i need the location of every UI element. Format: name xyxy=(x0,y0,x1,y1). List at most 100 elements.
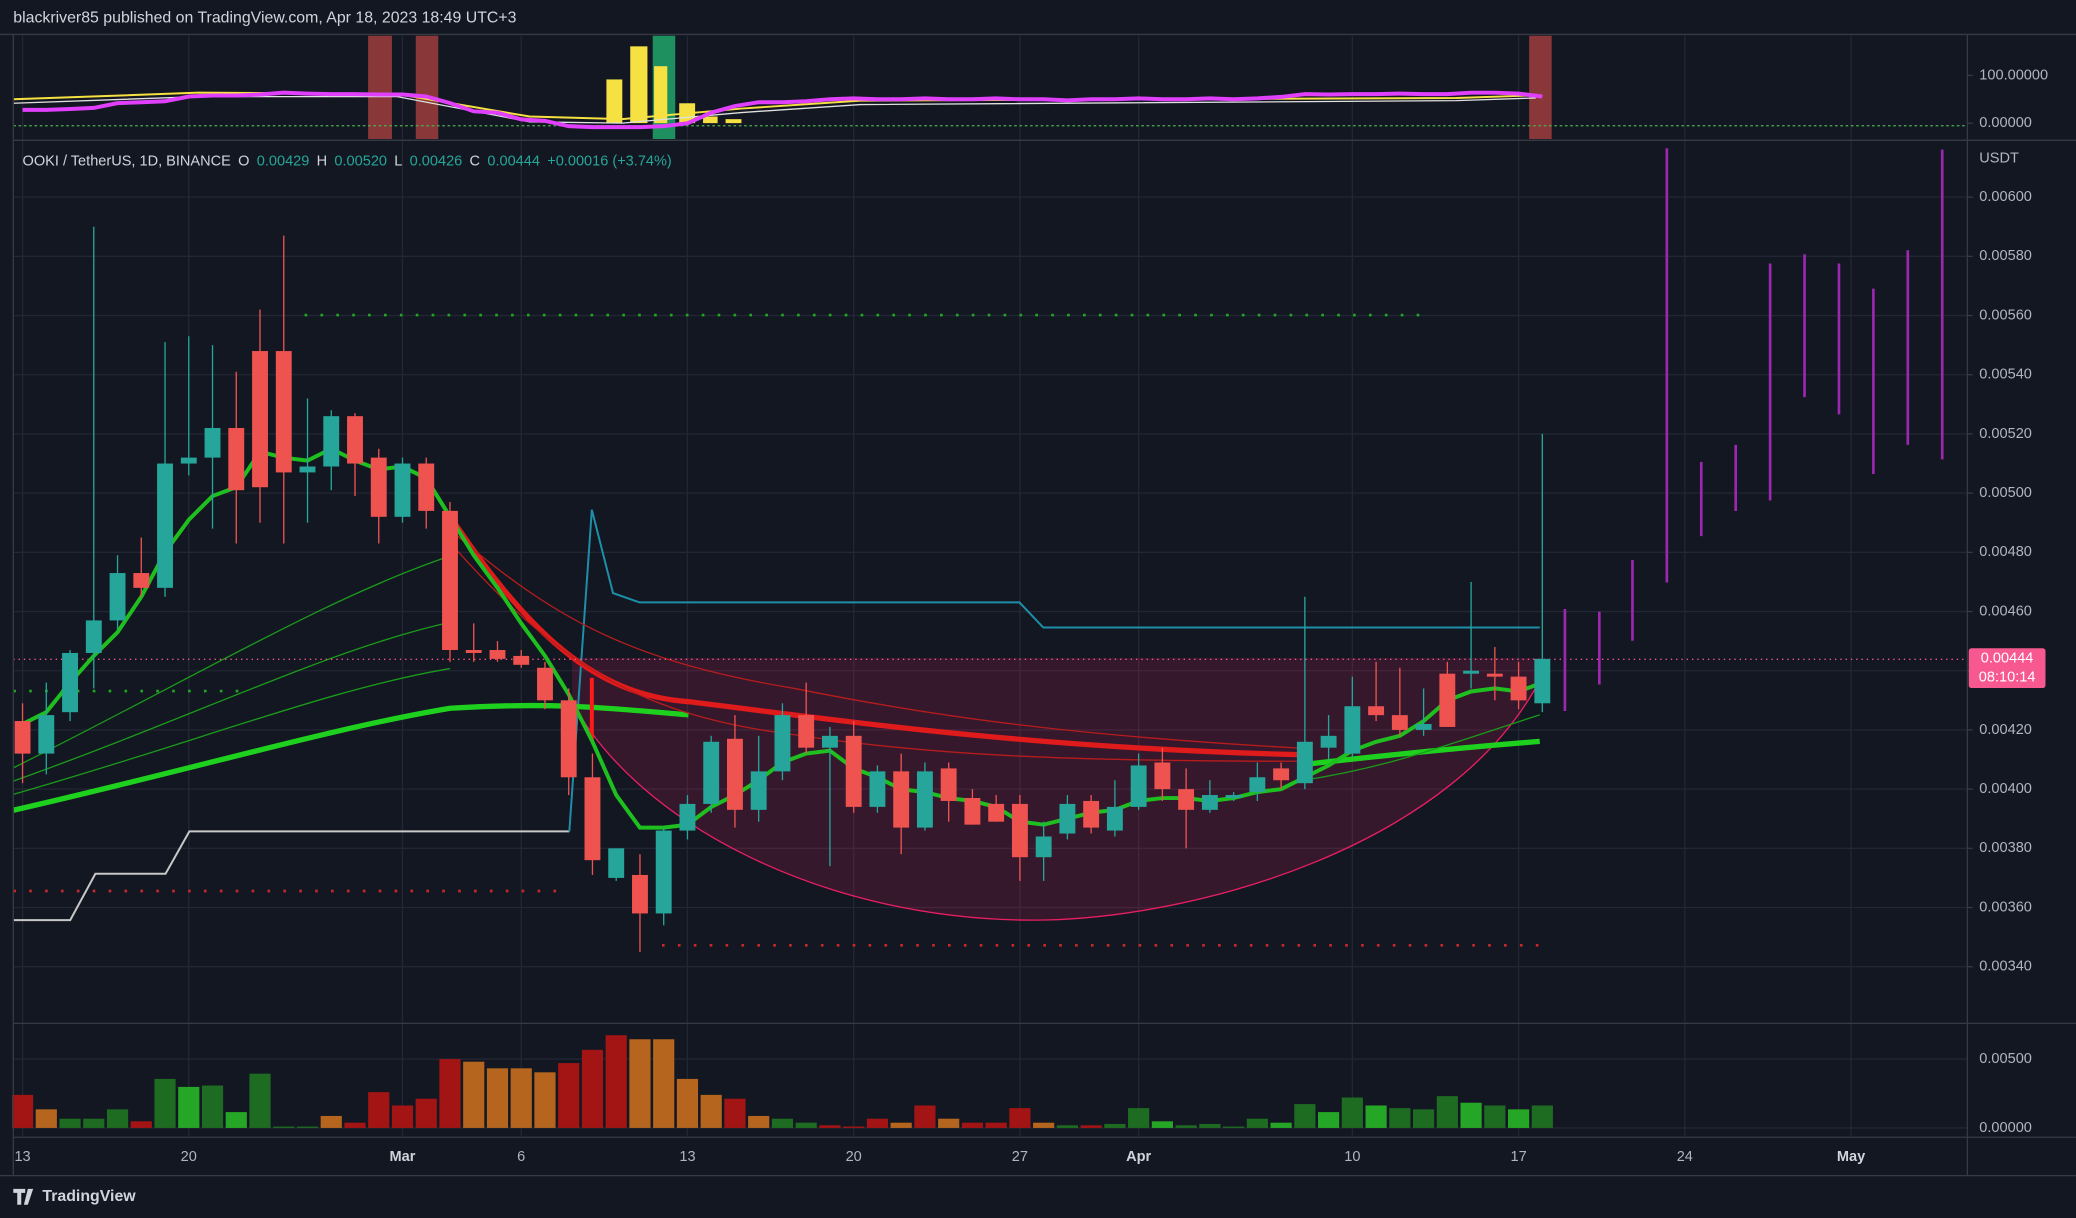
field-key: C xyxy=(470,153,481,169)
x-tick-label: Mar xyxy=(390,1149,416,1165)
signal-bands xyxy=(13,35,1968,140)
candle-body xyxy=(1368,706,1385,716)
candle-body xyxy=(1344,706,1361,754)
candle-body xyxy=(1035,836,1052,858)
volume-bar xyxy=(1151,1121,1173,1128)
ribbon-line xyxy=(449,529,1298,749)
x-tick-label: 13 xyxy=(14,1149,30,1165)
candle-body xyxy=(1249,777,1266,793)
price-tag xyxy=(1968,648,2046,689)
candle-body xyxy=(916,771,933,828)
volume-bar xyxy=(1270,1122,1292,1128)
sell-band xyxy=(368,35,392,140)
volume-bar xyxy=(1413,1109,1435,1128)
volume-bar xyxy=(106,1109,129,1128)
candle-body xyxy=(133,573,150,588)
y-tick-label: 0.00500 xyxy=(1979,485,2032,501)
volume-bar xyxy=(130,1121,152,1128)
volume-bar xyxy=(1033,1122,1055,1128)
field-key: H xyxy=(317,153,328,169)
candle-body xyxy=(323,416,340,467)
volume-bar xyxy=(344,1122,366,1128)
volume-bar xyxy=(961,1122,984,1128)
candle-body xyxy=(180,457,197,464)
candle-body xyxy=(1011,803,1028,858)
volume-bar xyxy=(83,1118,105,1128)
volume-bar xyxy=(1246,1118,1268,1128)
candle-body xyxy=(1154,762,1171,790)
volume-bar xyxy=(463,1061,485,1128)
volume-bar xyxy=(201,1085,224,1128)
ribbon-line xyxy=(1297,738,1540,768)
candle-body xyxy=(442,510,458,651)
volume-bar xyxy=(1294,1104,1316,1128)
volume-bar xyxy=(249,1073,271,1128)
volume-bar xyxy=(653,1039,675,1128)
candle-body xyxy=(845,735,862,807)
candle-body xyxy=(489,650,506,659)
field-key: L xyxy=(394,153,402,169)
candle-body xyxy=(632,874,648,914)
ribbon-line xyxy=(12,702,689,813)
pane-borders xyxy=(0,33,2076,1177)
ribbon-line xyxy=(13,667,451,795)
candle-body xyxy=(1106,806,1123,831)
candle-body xyxy=(1439,673,1456,727)
candle-body xyxy=(228,428,245,491)
volume-bar xyxy=(391,1105,414,1128)
symbol-legend: OOKI / TetherUS, 1D, BINANCE O 0.00429 H… xyxy=(23,153,680,169)
volume-bar xyxy=(1080,1125,1102,1128)
candle-body xyxy=(774,715,791,772)
y-tick-label: 0.00360 xyxy=(1979,899,2032,915)
volume-bar xyxy=(1341,1097,1363,1128)
ribbon-line xyxy=(1297,714,1540,782)
candle-body xyxy=(1201,795,1218,810)
candle-body xyxy=(465,650,482,653)
candle-body xyxy=(299,466,316,473)
volume-bar xyxy=(1056,1125,1078,1128)
volume-bar xyxy=(178,1086,200,1128)
volume-bar xyxy=(748,1115,770,1128)
x-tick-label: 20 xyxy=(181,1149,197,1165)
brand: TradingView xyxy=(42,1188,136,1205)
y-tick-label: 0.00500 xyxy=(1979,1051,2032,1067)
volume-bar xyxy=(819,1125,841,1128)
candle-body xyxy=(869,771,886,807)
volume-bar xyxy=(1009,1108,1031,1128)
volume-bar xyxy=(558,1063,580,1128)
volume-bar xyxy=(1128,1108,1150,1128)
volume-bar xyxy=(273,1126,295,1128)
candle-body xyxy=(1486,673,1503,677)
candle-body xyxy=(204,428,221,458)
candle-body xyxy=(85,620,102,653)
candle-body xyxy=(1320,735,1337,748)
yellow-bar xyxy=(703,116,718,124)
volume-bar xyxy=(415,1098,437,1128)
volume-bar xyxy=(866,1118,889,1128)
y-tick-label: 0.00340 xyxy=(1979,959,2032,975)
field-value: 0.00429 xyxy=(257,153,310,169)
ribbon-line xyxy=(12,555,451,769)
candle-body xyxy=(750,771,767,810)
candle-body xyxy=(1510,676,1527,701)
volume-bar xyxy=(1507,1109,1530,1128)
candle-body xyxy=(347,416,363,464)
volume-bar xyxy=(938,1118,960,1128)
candle-body xyxy=(38,715,55,754)
volume-bar xyxy=(1460,1102,1482,1128)
yellow-bar xyxy=(654,66,668,124)
candle-body xyxy=(703,741,720,804)
volume-bar xyxy=(510,1068,532,1128)
ribbon-line xyxy=(13,621,451,782)
candle-body xyxy=(1130,765,1147,807)
yellow-bar xyxy=(725,119,742,124)
field-key: O xyxy=(238,153,249,169)
y-tick-label: 0.00000 xyxy=(1979,115,2032,131)
volume-bar xyxy=(1318,1112,1340,1128)
yellow-bar xyxy=(606,79,623,124)
volume-bar xyxy=(985,1122,1007,1128)
candle-body xyxy=(1273,768,1290,781)
